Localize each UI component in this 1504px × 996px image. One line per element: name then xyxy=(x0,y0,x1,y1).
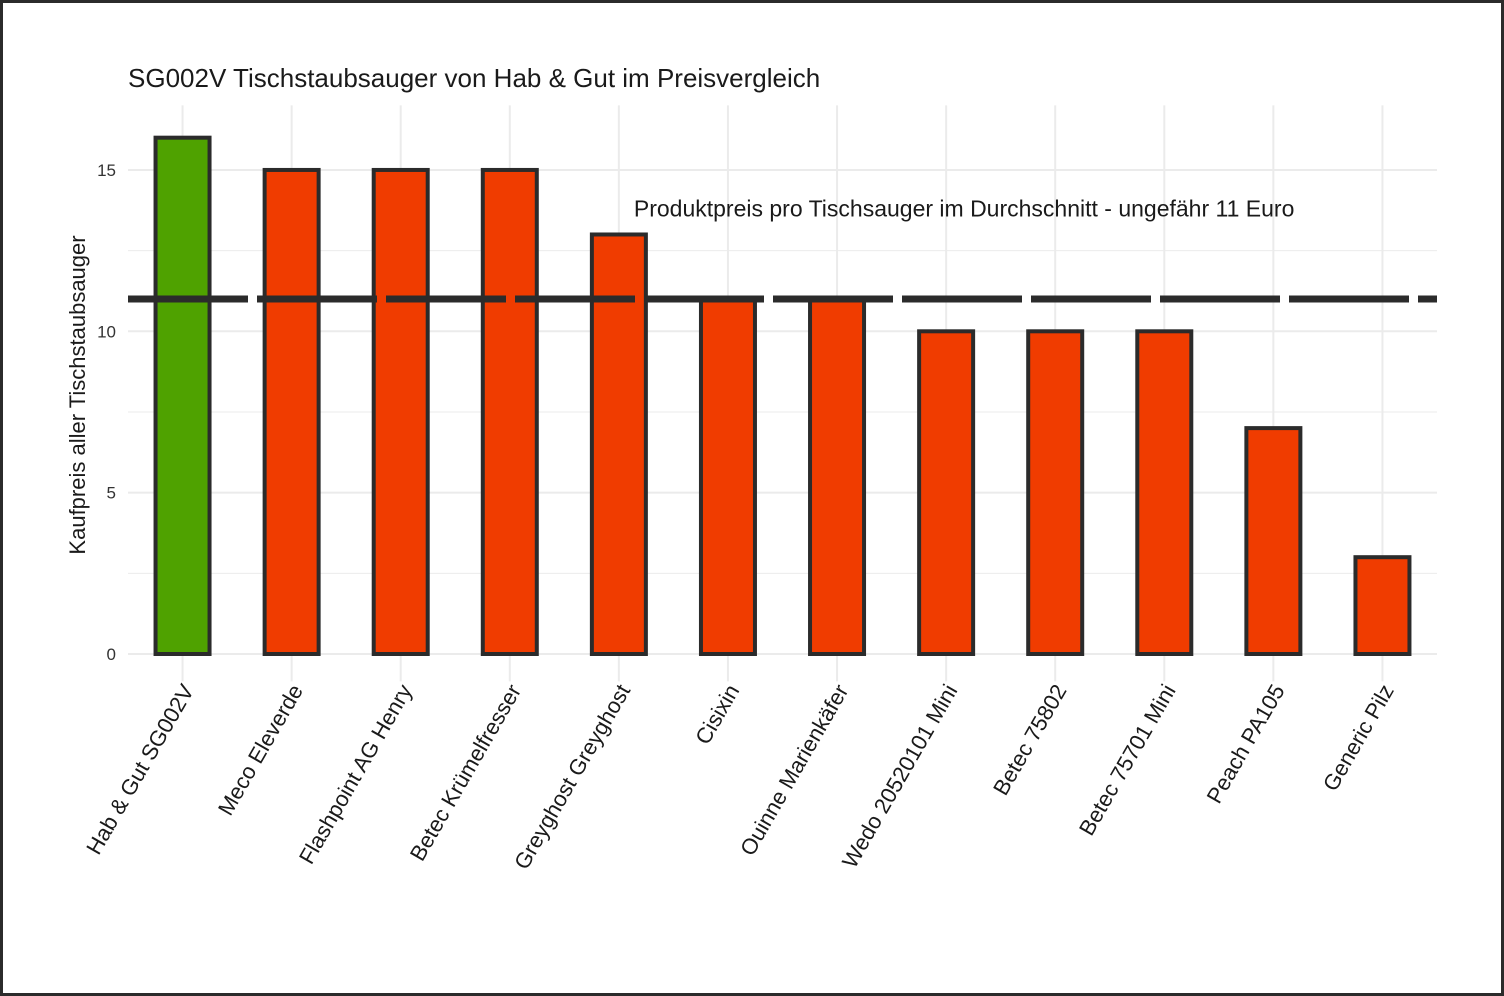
x-tick-label: Ouinne Marienkäfer xyxy=(735,680,853,860)
chart-title: SG002V Tischstaubsauger von Hab & Gut im… xyxy=(128,63,820,93)
y-tick-label: 10 xyxy=(97,322,116,341)
x-tick-label: Meco Eleverde xyxy=(213,680,308,820)
x-tick-label: Peach PA105 xyxy=(1202,680,1290,808)
bar xyxy=(1353,555,1412,656)
annotation: Produktpreis pro Tischsauger im Durchsch… xyxy=(634,196,1295,222)
x-tick-label: Flashpoint AG Henry xyxy=(294,680,417,868)
bar xyxy=(262,167,321,656)
bar xyxy=(371,167,430,656)
y-tick-label: 5 xyxy=(107,484,116,503)
bar xyxy=(589,232,648,657)
bar xyxy=(698,297,757,656)
y-tick-label: 15 xyxy=(97,161,116,180)
x-tick-label: Generic Pilz xyxy=(1318,680,1399,795)
bar xyxy=(1026,329,1085,656)
y-axis-label: Kaufpreis aller Tischstaubsauger xyxy=(65,235,90,554)
bar xyxy=(480,167,539,656)
x-tick-label: Betec 75802 xyxy=(988,680,1071,799)
bar xyxy=(153,135,212,656)
x-tick-label: Cisixin xyxy=(690,680,744,749)
bar xyxy=(808,297,867,656)
x-tick-label: Betec Krümelfresser xyxy=(405,680,526,865)
y-tick-label: 0 xyxy=(107,645,116,664)
bar xyxy=(1244,426,1303,656)
bars xyxy=(153,135,1412,657)
x-tick-label: Wedo 20520101 Mini xyxy=(837,680,962,872)
bar xyxy=(917,329,976,656)
y-ticks: 0 5 10 15 xyxy=(97,161,116,664)
grid xyxy=(128,105,1437,682)
x-tick-label: Hab & Gut SG002V xyxy=(81,680,199,859)
x-tick-label: Greyghost Greyghost xyxy=(509,680,635,874)
x-tick-label: Betec 75701 Mini xyxy=(1074,680,1181,840)
bar xyxy=(1135,329,1194,656)
x-ticks: Hab & Gut SG002V Meco EleverdeFlashpoint … xyxy=(81,680,1399,874)
